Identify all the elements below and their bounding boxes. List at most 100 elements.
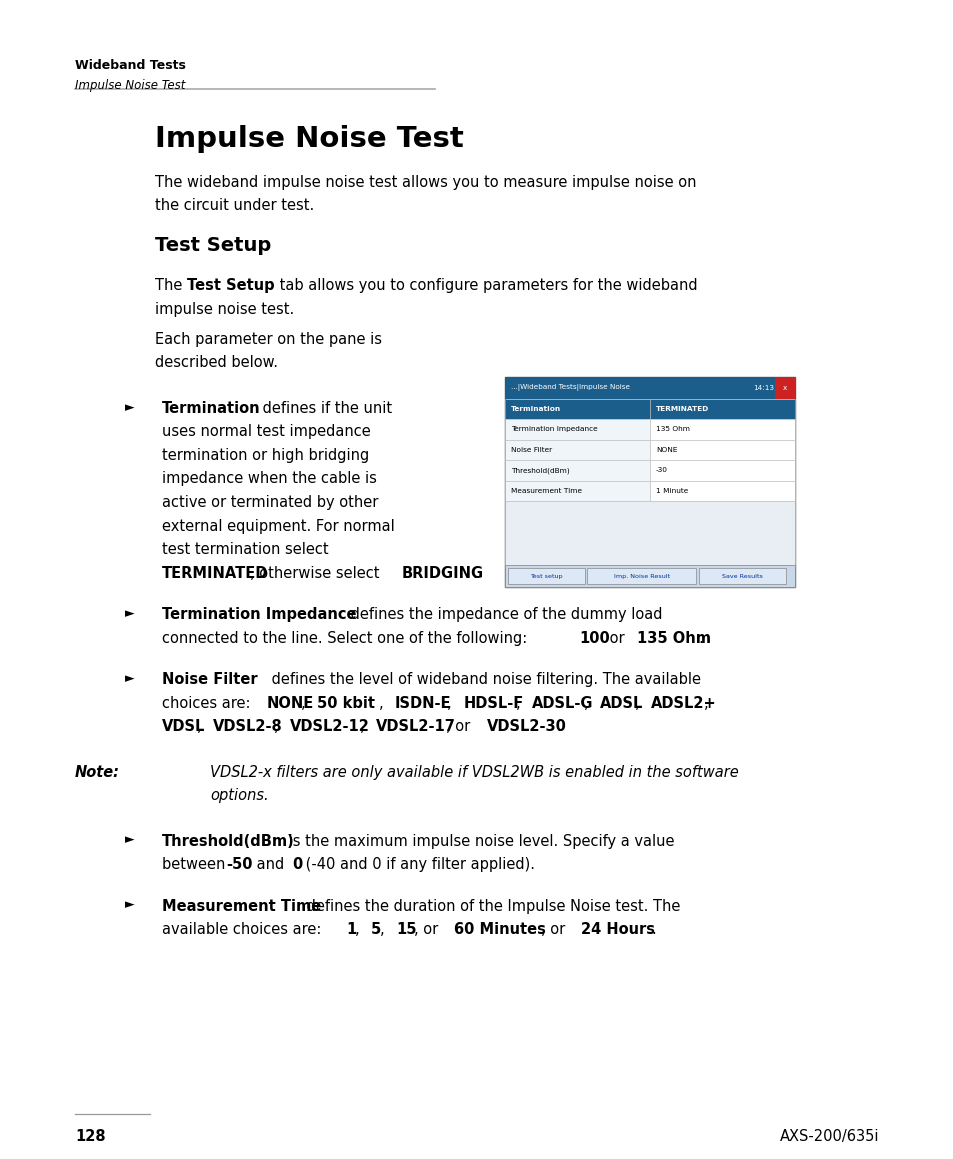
Text: ADSL2+: ADSL2+ bbox=[651, 695, 716, 710]
FancyBboxPatch shape bbox=[507, 568, 584, 584]
Text: Each parameter on the pane is: Each parameter on the pane is bbox=[154, 331, 381, 347]
Text: 14:13: 14:13 bbox=[752, 385, 773, 391]
Text: impulse noise test.: impulse noise test. bbox=[154, 302, 294, 318]
Text: test termination select: test termination select bbox=[162, 542, 328, 557]
Text: Threshold(dBm): Threshold(dBm) bbox=[511, 467, 569, 474]
FancyBboxPatch shape bbox=[774, 377, 794, 399]
Text: ISDN-E: ISDN-E bbox=[395, 695, 451, 710]
Text: 135 Ohm: 135 Ohm bbox=[637, 630, 711, 646]
Text: TERMINATED: TERMINATED bbox=[162, 566, 268, 581]
Text: , or: , or bbox=[414, 923, 442, 936]
Text: available choices are:: available choices are: bbox=[162, 923, 326, 936]
Text: the circuit under test.: the circuit under test. bbox=[154, 198, 314, 213]
Text: (-40 and 0 if any filter applied).: (-40 and 0 if any filter applied). bbox=[301, 857, 535, 872]
Text: active or terminated by other: active or terminated by other bbox=[162, 495, 378, 510]
Text: BRIDGING: BRIDGING bbox=[401, 566, 483, 581]
FancyBboxPatch shape bbox=[649, 420, 794, 439]
Text: ,: , bbox=[703, 695, 708, 710]
Text: VDSL2-12: VDSL2-12 bbox=[290, 719, 370, 734]
Text: -30: -30 bbox=[656, 467, 667, 473]
Text: ,: , bbox=[355, 923, 364, 936]
Text: between: between bbox=[162, 857, 230, 872]
FancyBboxPatch shape bbox=[587, 568, 696, 584]
Text: connected to the line. Select one of the following:: connected to the line. Select one of the… bbox=[162, 630, 532, 646]
Text: HDSL-F: HDSL-F bbox=[462, 695, 523, 710]
Text: Termination: Termination bbox=[162, 401, 260, 416]
Text: 24 Hours: 24 Hours bbox=[580, 923, 655, 936]
Text: 135 Ohm: 135 Ohm bbox=[656, 427, 689, 432]
Text: Termination: Termination bbox=[511, 406, 560, 411]
Text: ,: , bbox=[301, 695, 310, 710]
Text: ,: , bbox=[274, 719, 283, 734]
Text: The wideband impulse noise test allows you to measure impulse noise on: The wideband impulse noise test allows y… bbox=[154, 175, 696, 190]
Text: VDSL: VDSL bbox=[162, 719, 205, 734]
FancyBboxPatch shape bbox=[504, 481, 649, 501]
Text: AXS-200/635i: AXS-200/635i bbox=[779, 1129, 878, 1144]
Text: Noise Filter: Noise Filter bbox=[162, 672, 257, 687]
Text: ►: ► bbox=[125, 833, 134, 846]
FancyBboxPatch shape bbox=[504, 439, 649, 460]
Text: ,: , bbox=[196, 719, 206, 734]
FancyBboxPatch shape bbox=[649, 399, 794, 420]
Text: uses normal test impedance: uses normal test impedance bbox=[162, 424, 371, 439]
Text: 1: 1 bbox=[346, 923, 356, 936]
Text: .: . bbox=[698, 630, 702, 646]
Text: or: or bbox=[605, 630, 629, 646]
Text: is the maximum impulse noise level. Specify a value: is the maximum impulse noise level. Spec… bbox=[284, 833, 675, 848]
Text: choices are:: choices are: bbox=[162, 695, 254, 710]
Text: defines if the unit: defines if the unit bbox=[258, 401, 392, 416]
Text: .: . bbox=[556, 719, 560, 734]
Text: ►: ► bbox=[125, 401, 134, 414]
Text: defines the impedance of the dummy load: defines the impedance of the dummy load bbox=[345, 607, 661, 622]
FancyBboxPatch shape bbox=[504, 420, 649, 439]
Text: 60 Minutes: 60 Minutes bbox=[454, 923, 545, 936]
Text: NONE: NONE bbox=[656, 446, 677, 453]
Text: Measurement Time: Measurement Time bbox=[162, 898, 321, 913]
Text: defines the duration of the Impulse Noise test. The: defines the duration of the Impulse Nois… bbox=[302, 898, 679, 913]
Text: ►: ► bbox=[125, 898, 134, 911]
Text: ,: , bbox=[379, 923, 389, 936]
Text: VDSL2-x filters are only available if VDSL2WB is enabled in the software: VDSL2-x filters are only available if VD… bbox=[210, 765, 738, 780]
Text: 15: 15 bbox=[395, 923, 416, 936]
Text: The: The bbox=[154, 278, 187, 293]
FancyBboxPatch shape bbox=[504, 501, 794, 564]
Text: 100: 100 bbox=[578, 630, 609, 646]
Text: Measurement Time: Measurement Time bbox=[511, 488, 581, 494]
Text: defines the level of wideband noise filtering. The available: defines the level of wideband noise filt… bbox=[267, 672, 700, 687]
Text: Impulse Noise Test: Impulse Noise Test bbox=[154, 125, 463, 153]
FancyBboxPatch shape bbox=[504, 564, 794, 586]
Text: Termination Impedance: Termination Impedance bbox=[511, 427, 597, 432]
Text: Noise Filter: Noise Filter bbox=[511, 446, 552, 453]
Text: Threshold(dBm): Threshold(dBm) bbox=[162, 833, 294, 848]
Text: 128: 128 bbox=[75, 1129, 106, 1144]
Text: Save Results: Save Results bbox=[720, 574, 761, 578]
Text: ADSL-G: ADSL-G bbox=[531, 695, 593, 710]
Text: ADSL: ADSL bbox=[599, 695, 643, 710]
FancyBboxPatch shape bbox=[504, 377, 794, 399]
Text: external equipment. For normal: external equipment. For normal bbox=[162, 518, 395, 533]
Text: Impulse Noise Test: Impulse Noise Test bbox=[75, 79, 185, 92]
Text: x: x bbox=[782, 385, 786, 391]
Text: VDSL2-30: VDSL2-30 bbox=[486, 719, 566, 734]
FancyBboxPatch shape bbox=[698, 568, 784, 584]
Text: -50: -50 bbox=[226, 857, 253, 872]
Text: ►: ► bbox=[125, 607, 134, 620]
Text: ,: , bbox=[447, 695, 456, 710]
Text: ,: , bbox=[360, 719, 369, 734]
Text: TERMINATED: TERMINATED bbox=[656, 406, 708, 411]
Text: , or: , or bbox=[446, 719, 475, 734]
FancyBboxPatch shape bbox=[649, 481, 794, 501]
FancyBboxPatch shape bbox=[504, 460, 649, 481]
FancyBboxPatch shape bbox=[504, 377, 794, 586]
Text: ,: , bbox=[516, 695, 524, 710]
Text: Termination Impedance: Termination Impedance bbox=[162, 607, 356, 622]
FancyBboxPatch shape bbox=[649, 460, 794, 481]
Text: Test setup: Test setup bbox=[530, 574, 562, 578]
Text: .: . bbox=[651, 923, 656, 936]
Text: Test Setup: Test Setup bbox=[154, 236, 271, 255]
Text: ,: , bbox=[378, 695, 388, 710]
Text: termination or high bridging: termination or high bridging bbox=[162, 449, 369, 462]
Text: 5: 5 bbox=[371, 923, 381, 936]
Text: Wideband Tests: Wideband Tests bbox=[75, 59, 186, 72]
Text: , otherwise select: , otherwise select bbox=[250, 566, 383, 581]
